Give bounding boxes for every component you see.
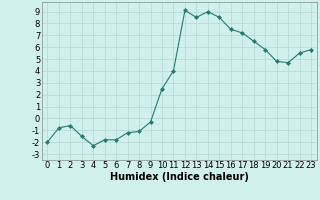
X-axis label: Humidex (Indice chaleur): Humidex (Indice chaleur) (110, 172, 249, 182)
